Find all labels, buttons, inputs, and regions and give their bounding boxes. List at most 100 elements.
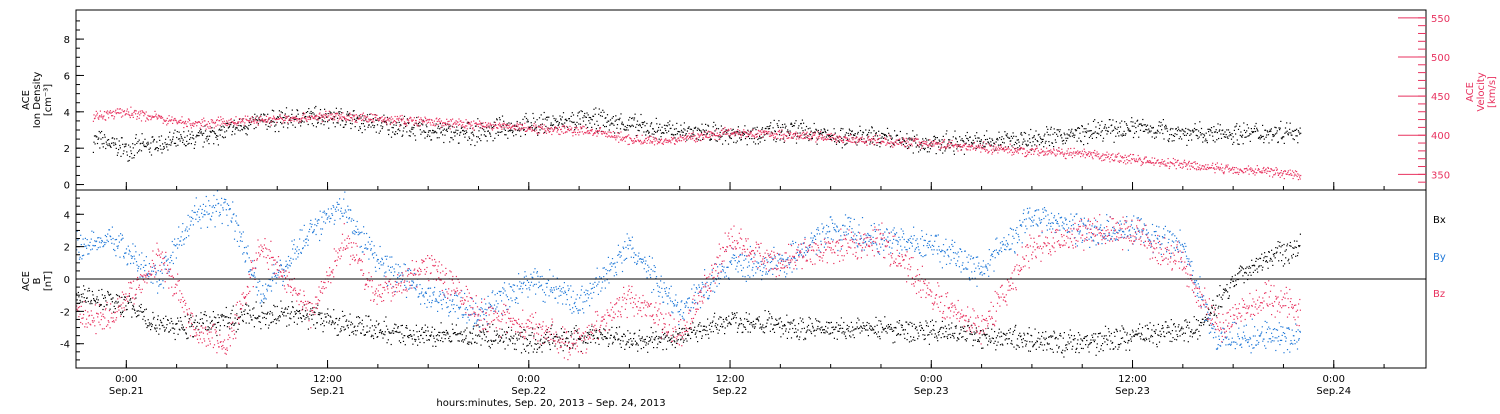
data-point bbox=[202, 146, 204, 148]
data-point bbox=[461, 340, 463, 342]
data-point bbox=[643, 131, 645, 133]
data-point bbox=[393, 120, 396, 122]
data-point bbox=[347, 115, 349, 117]
data-point bbox=[192, 134, 194, 136]
data-point bbox=[679, 134, 681, 136]
data-point bbox=[462, 126, 464, 128]
data-point bbox=[433, 131, 435, 133]
data-point bbox=[1220, 163, 1223, 165]
data-point bbox=[710, 131, 712, 133]
data-point bbox=[1290, 134, 1292, 136]
data-point bbox=[625, 136, 627, 138]
data-point bbox=[265, 124, 267, 126]
data-point bbox=[457, 124, 460, 126]
data-point bbox=[554, 345, 556, 347]
data-point bbox=[335, 115, 337, 117]
data-point bbox=[605, 135, 607, 137]
data-point bbox=[1250, 133, 1252, 135]
data-point bbox=[1006, 135, 1008, 137]
data-point bbox=[244, 125, 246, 127]
data-point bbox=[759, 131, 761, 133]
data-point bbox=[949, 139, 951, 141]
data-point bbox=[1161, 129, 1163, 131]
data-point bbox=[1025, 155, 1027, 158]
data-point bbox=[180, 136, 182, 138]
data-point bbox=[1183, 134, 1186, 136]
data-point bbox=[732, 133, 734, 135]
data-point bbox=[889, 137, 892, 139]
data-point bbox=[744, 138, 747, 140]
data-point bbox=[463, 133, 465, 135]
data-point bbox=[458, 142, 460, 144]
data-point bbox=[768, 131, 770, 133]
data-point bbox=[82, 293, 84, 295]
data-point bbox=[622, 136, 624, 138]
data-point bbox=[241, 120, 244, 122]
data-point bbox=[217, 124, 219, 126]
data-point bbox=[592, 134, 594, 136]
data-point bbox=[226, 120, 228, 122]
data-point bbox=[845, 132, 847, 134]
data-point bbox=[258, 321, 260, 323]
data-point bbox=[381, 122, 383, 124]
data-point bbox=[1210, 167, 1213, 169]
data-point bbox=[201, 121, 204, 123]
data-point bbox=[946, 130, 948, 132]
data-point bbox=[803, 122, 805, 124]
data-point bbox=[407, 122, 409, 124]
data-point bbox=[852, 139, 854, 141]
data-point bbox=[1216, 132, 1218, 134]
data-point bbox=[1188, 162, 1190, 164]
data-point bbox=[1248, 135, 1250, 137]
data-point bbox=[97, 301, 99, 304]
data-point bbox=[264, 121, 266, 123]
data-point bbox=[1048, 150, 1051, 152]
data-point bbox=[939, 143, 941, 145]
data-point bbox=[395, 122, 397, 124]
data-point bbox=[139, 310, 141, 312]
data-point bbox=[98, 305, 101, 307]
data-point bbox=[128, 301, 130, 304]
data-point bbox=[561, 116, 563, 118]
data-point bbox=[331, 117, 333, 120]
data-point bbox=[444, 122, 447, 124]
data-point bbox=[1235, 172, 1237, 174]
data-point bbox=[300, 122, 302, 124]
data-point bbox=[504, 348, 506, 350]
data-point bbox=[801, 134, 803, 136]
data-point bbox=[468, 341, 470, 343]
data-point bbox=[314, 311, 316, 314]
data-point bbox=[219, 128, 221, 130]
data-point bbox=[115, 294, 118, 296]
data-point bbox=[503, 340, 505, 342]
data-point bbox=[1009, 143, 1011, 145]
data-point bbox=[498, 336, 500, 338]
data-point bbox=[572, 135, 574, 137]
data-point bbox=[128, 144, 130, 146]
data-point bbox=[668, 139, 670, 141]
data-point bbox=[434, 341, 436, 343]
data-point bbox=[539, 340, 541, 342]
data-point bbox=[632, 125, 634, 127]
data-point bbox=[743, 132, 745, 134]
data-point bbox=[988, 150, 990, 153]
data-point bbox=[390, 332, 392, 334]
data-point bbox=[1082, 155, 1084, 157]
data-point bbox=[510, 122, 512, 124]
data-point bbox=[549, 348, 551, 351]
data-point bbox=[119, 144, 121, 147]
data-point bbox=[1225, 164, 1227, 166]
data-point bbox=[903, 140, 906, 142]
data-point bbox=[93, 298, 95, 300]
data-point bbox=[1050, 128, 1052, 130]
data-point bbox=[149, 147, 151, 149]
data-point bbox=[757, 138, 759, 141]
data-point bbox=[479, 335, 481, 337]
data-point bbox=[252, 314, 254, 316]
data-point bbox=[870, 132, 872, 134]
data-point bbox=[145, 308, 147, 310]
data-point bbox=[1146, 160, 1149, 162]
data-point bbox=[490, 339, 492, 341]
data-point bbox=[433, 123, 435, 125]
data-point bbox=[213, 316, 216, 318]
